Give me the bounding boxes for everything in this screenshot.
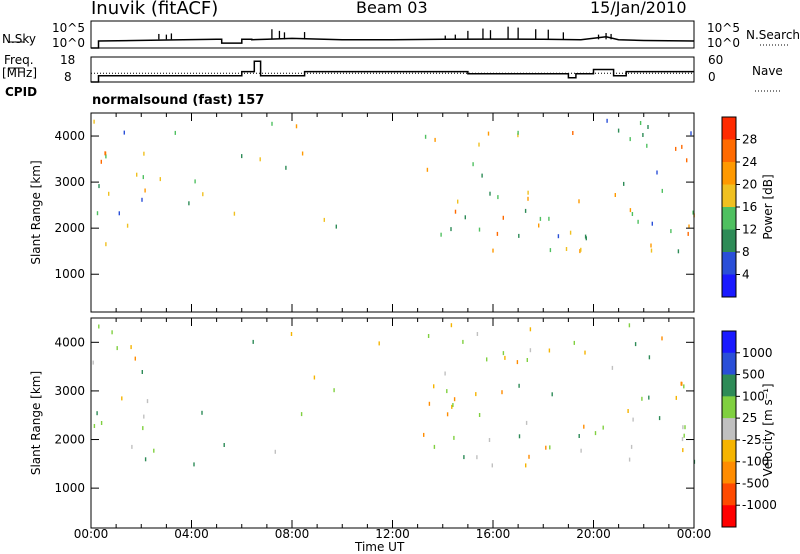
freq-panel-frame [90,56,695,83]
freq-tick-top: 18 [60,53,76,67]
nsky-series-line [91,36,695,49]
nave-label: Nave [752,64,783,78]
power-cells [93,118,695,254]
nsearch-label: N.Search [746,28,800,42]
nave-tick-bottom: 0 [708,70,716,84]
x-axis-label: Time UT [355,540,405,554]
nave-series-line [91,60,694,83]
freq-tick-bottom: 8 [64,70,72,84]
cpid-label: CPID [5,85,38,99]
freq-label-line1: Freq. [4,53,34,67]
nsearch-tick-top: 10^5 [707,21,740,35]
nsearch-tick-bottom: 10^0 [707,36,740,50]
beam-title: Beam 03 [356,0,428,17]
date-title: 15/Jan/2010 [590,0,687,17]
station-title: Inuvik (fitACF) [91,0,219,19]
nsky-tick-bottom: 10^0 [52,36,85,50]
nave-tick-top: 60 [708,53,724,67]
nsky-tick-top: 10^5 [52,21,85,35]
cpid-text: normalsound (fast) 157 [92,93,265,108]
nsky-spikes [158,26,612,40]
freq-label-line2: [MHz] [2,66,38,80]
nsky-panel-frame [90,20,695,49]
